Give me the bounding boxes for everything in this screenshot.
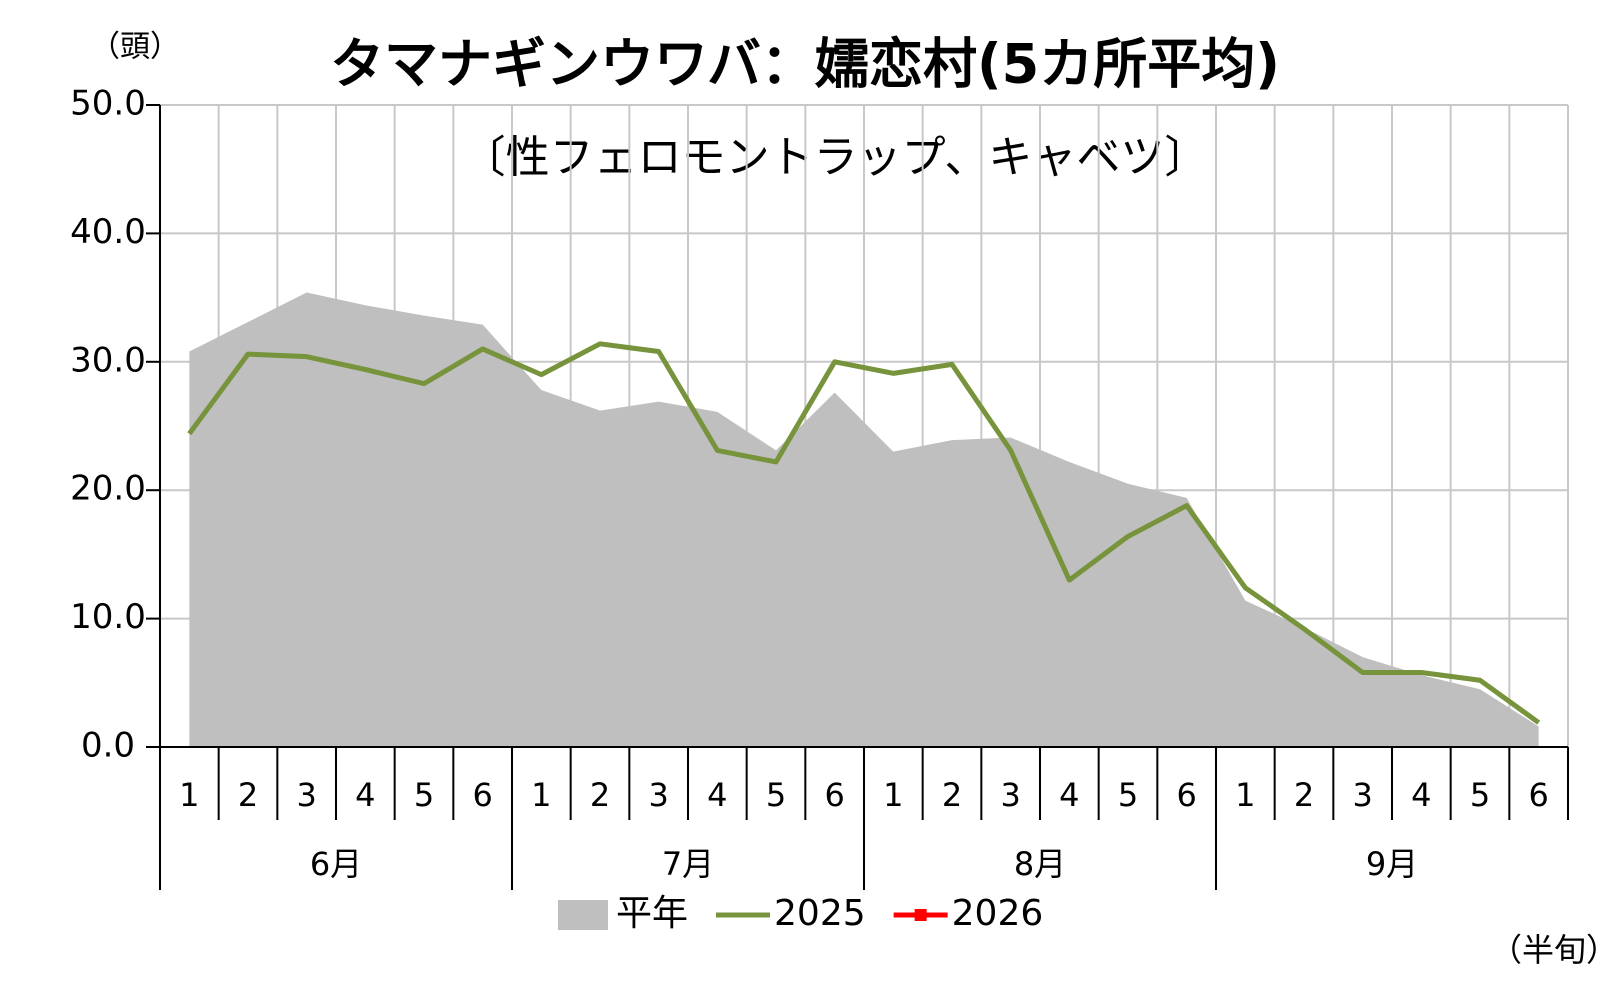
- y-unit-label: （頭）: [90, 30, 180, 65]
- axes: 0.010.020.030.040.050.01 2 3 4 5 6 1 2 3 4 5 6 1 2 3 4 5…: [70, 84, 1569, 890]
- x-tick-label: 4: [355, 776, 375, 814]
- x-tick-label: 3: [648, 776, 668, 814]
- data: [187, 292, 1541, 747]
- x-tick-label: 2: [238, 776, 258, 814]
- legend-label: 2026: [952, 893, 1044, 934]
- x-unit-label: （半旬）: [1490, 931, 1618, 969]
- area: [189, 292, 1539, 747]
- x-tick-label: 1: [883, 776, 903, 814]
- y-tick-label: 30.0: [70, 340, 146, 380]
- x-group-label: 9月: [1366, 845, 1418, 883]
- x-group-label: 8月: [1014, 845, 1066, 883]
- x-group-label: 6月: [310, 845, 362, 883]
- x-tick-label: 3: [1000, 776, 1020, 814]
- x-tick-label: 2: [590, 776, 610, 814]
- x-tick-label: 5: [766, 776, 786, 814]
- line: [187, 341, 1541, 725]
- x-tick-label: 5: [1118, 776, 1138, 814]
- x-tick-label: 6: [1528, 776, 1548, 814]
- x-tick-label: 3: [296, 776, 316, 814]
- y-tick-label: 10.0: [70, 597, 146, 637]
- x-group-label: 7月: [662, 845, 714, 883]
- x-tick-label: 6: [472, 776, 492, 814]
- chart-subtitle: 〔性フェロモントラップ、キャベツ〕: [462, 132, 1209, 183]
- x-tick-label: 4: [1411, 776, 1431, 814]
- legend-label: 2025: [774, 893, 866, 934]
- x-tick-label: 1: [1235, 776, 1255, 814]
- y-tick-label: 40.0: [70, 212, 146, 252]
- chart-title: タマナギンウワバ：嬬恋村(5カ所平均): [330, 33, 1280, 96]
- legend-label: 平年: [616, 893, 688, 934]
- legend-marker: [914, 909, 927, 921]
- y-tick-label: 0.0: [81, 726, 135, 766]
- x-tick-label: 5: [1470, 776, 1490, 814]
- x-tick-label: 3: [1352, 776, 1372, 814]
- legend: 平年 2025 2026: [558, 893, 1043, 934]
- x-tick-label: 4: [1059, 776, 1079, 814]
- x-tick-label: 1: [179, 776, 199, 814]
- legend-swatch: [558, 900, 608, 930]
- x-tick-label: 6: [824, 776, 844, 814]
- x-tick-label: 6: [1176, 776, 1196, 814]
- x-tick-label: 5: [414, 776, 434, 814]
- x-tick-label: 1: [531, 776, 551, 814]
- x-tick-label: 2: [942, 776, 962, 814]
- x-tick-label: 2: [1294, 776, 1314, 814]
- y-tick-label: 20.0: [70, 469, 146, 509]
- y-tick-label: 50.0: [70, 84, 146, 124]
- x-tick-label: 4: [707, 776, 727, 814]
